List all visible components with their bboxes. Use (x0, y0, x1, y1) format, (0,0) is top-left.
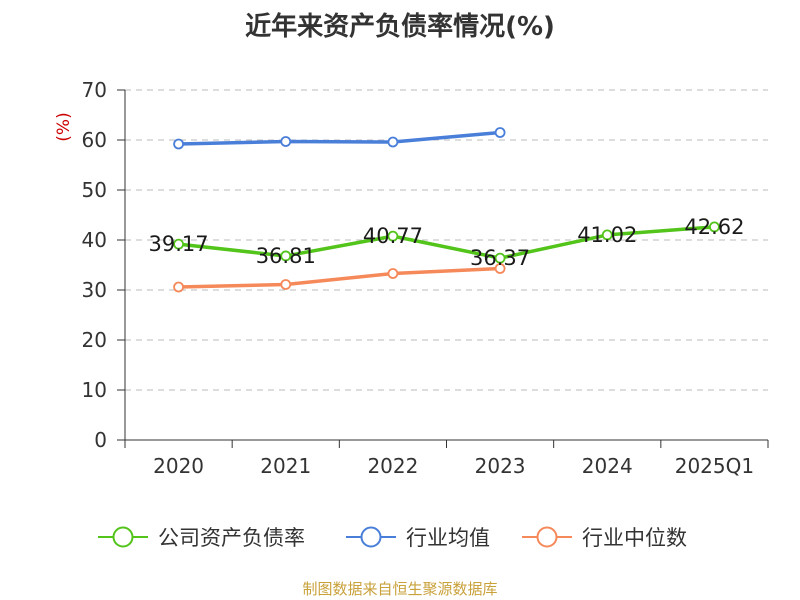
y-tick-label: 40 (82, 228, 107, 252)
grid-lines (125, 89, 768, 391)
data-point (387, 136, 399, 148)
legend-label: 行业均值 (406, 526, 490, 550)
data-point (387, 230, 399, 242)
data-point (280, 279, 292, 290)
x-tick-label: 2024 (582, 454, 633, 478)
x-tick-label: 2023 (475, 454, 526, 478)
y-tick-label: 30 (82, 278, 107, 302)
x-tick-label: 2025Q1 (675, 454, 754, 478)
y-tick-label: 0 (94, 428, 107, 452)
legend-label: 行业中位数 (582, 526, 687, 550)
y-tick-label: 20 (82, 328, 107, 352)
data-point (387, 268, 399, 279)
y-tick-label: 70 (82, 78, 107, 102)
data-label: 36.81 (256, 244, 316, 268)
data-point (280, 250, 292, 262)
y-tick-label: 50 (82, 178, 107, 202)
data-point (173, 281, 184, 293)
x-tick-label: 2022 (367, 454, 418, 478)
data-point (494, 127, 506, 138)
data-label: 39.17 (149, 232, 209, 256)
data-point (280, 136, 292, 147)
data-labels: 39.17 36.81 40.77 36.37 41.02 42.62 (149, 215, 745, 270)
y-tick-label: 10 (82, 378, 107, 402)
series-line-0 (178, 225, 715, 260)
axes: 0 10 20 30 40 50 60 70 2020 2021 2022 2023 2024 2025Q… (54, 78, 769, 478)
legend: 公司资产负债率 行业均值 行业中位数 (98, 526, 687, 550)
series-line-2 (178, 266, 501, 289)
data-point (173, 138, 184, 150)
data-point (601, 229, 613, 241)
data-label: 40.77 (363, 224, 423, 248)
y-axis-unit: (%) (54, 112, 74, 141)
series-lines (173, 127, 720, 293)
series-line-1 (178, 130, 501, 146)
legend-label: 公司资产负债率 (158, 526, 305, 550)
data-point (709, 221, 720, 233)
y-tick-label: 60 (82, 128, 107, 152)
data-point (494, 252, 506, 264)
legend-marker (360, 526, 382, 548)
legend-marker (536, 526, 558, 548)
chart-title: 近年来资产负债率情况(%) (245, 12, 555, 42)
source-note: 制图数据来自恒生聚源数据库 (302, 580, 498, 598)
data-point (494, 263, 506, 274)
data-label: 42.62 (684, 215, 744, 239)
x-tick-label: 2020 (153, 454, 204, 478)
legend-marker (112, 526, 134, 548)
data-point (173, 238, 184, 250)
x-tick-label: 2021 (260, 454, 311, 478)
data-label: 36.37 (470, 246, 530, 270)
data-label: 41.02 (577, 223, 637, 247)
